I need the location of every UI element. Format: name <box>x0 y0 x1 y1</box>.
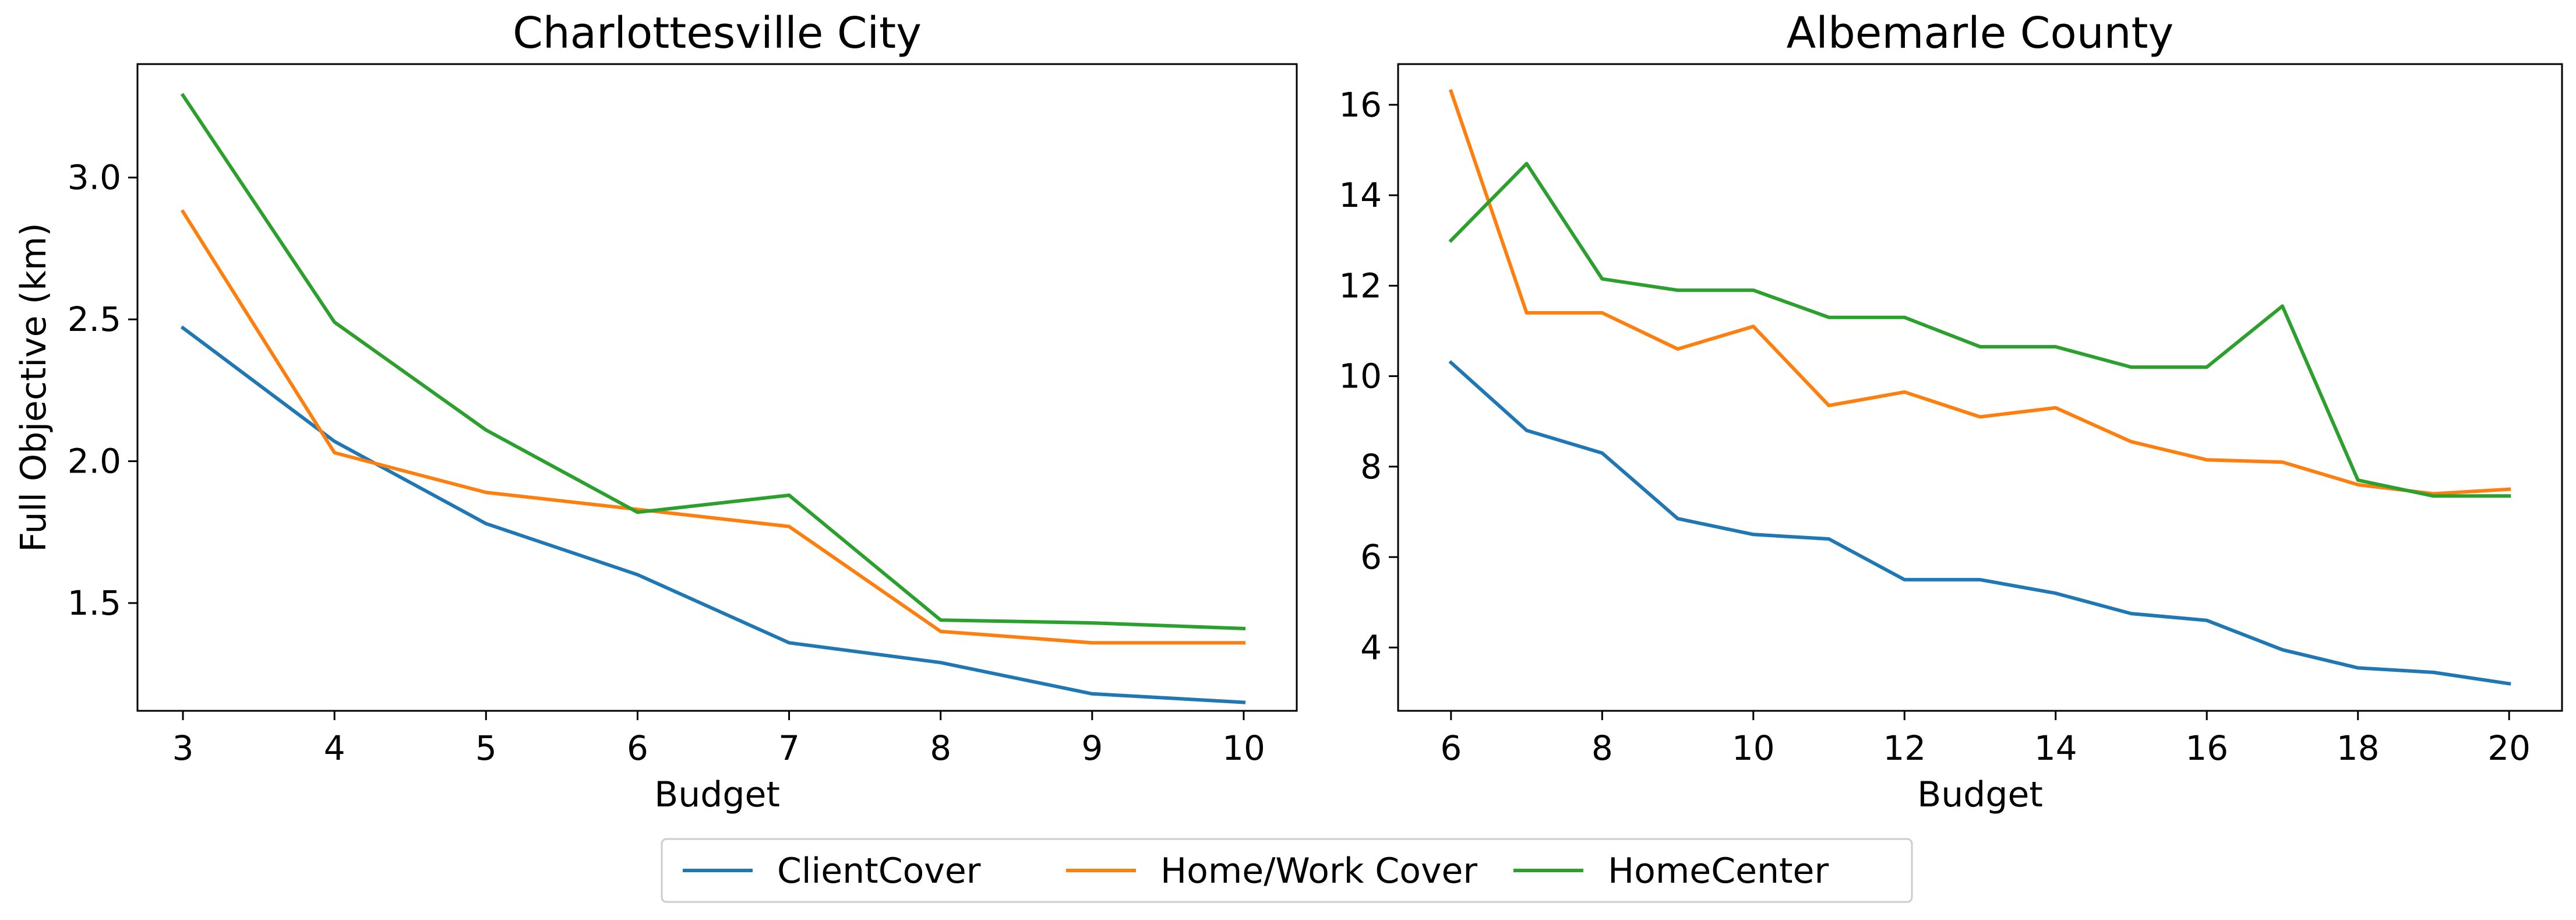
panel-2-x-tick-label: 10 <box>1732 728 1775 768</box>
panel-1-x-axis-label: Budget <box>654 774 780 815</box>
panel-2-series-homecenter <box>1448 161 2511 498</box>
panel-2-y-tick-label: 12 <box>1339 266 1382 305</box>
panel-2-x-tick-label: 6 <box>1440 728 1462 768</box>
panel-1-x-tick-label: 8 <box>930 728 951 768</box>
panel-2-x-tick-label: 18 <box>2337 728 2380 768</box>
panel-2-y-tick-label: 16 <box>1339 85 1382 125</box>
panel-2-axes-frame <box>1397 63 2563 712</box>
panel-1-x-tick-label: 10 <box>1222 728 1265 768</box>
panel-1-y-axis-label: Full Objective (km) <box>13 223 54 552</box>
panel-1-series-clientcover <box>180 325 1246 704</box>
panel-2-title: Albemarle County <box>1787 8 2174 58</box>
panel-2-y-tick-label: 14 <box>1339 175 1382 215</box>
legend-label-homecenter: HomeCenter <box>1608 851 1829 891</box>
panel-2-x-tick-label: 14 <box>2034 728 2077 768</box>
panel-2-y-tick-label: 8 <box>1360 447 1382 487</box>
panel-1-x-tick-label: 5 <box>475 728 497 768</box>
panel-1-title: Charlottesville City <box>513 8 922 58</box>
panel-2-series-clientcover <box>1448 360 2511 686</box>
panel-1-y-tick-label: 2.0 <box>68 442 121 481</box>
panel-1-y-tick-label: 2.5 <box>68 299 121 339</box>
panel-1-x-tick-label: 9 <box>1081 728 1103 768</box>
panel-2-series-home-work-cover <box>1448 89 2511 496</box>
panel-1-x-tick-label: 3 <box>172 728 194 768</box>
panel-2-y-tick-label: 4 <box>1360 628 1382 667</box>
panel-2-x-tick-label: 8 <box>1592 728 1613 768</box>
panel-2-y-tick-label: 10 <box>1339 357 1382 396</box>
legend-label-clientcover: ClientCover <box>777 851 981 891</box>
legend-label-home-work-cover: Home/Work Cover <box>1160 851 1477 891</box>
legend-box <box>661 838 1913 903</box>
panel-1-series-home-work-cover <box>180 209 1245 645</box>
panel-2-x-tick-label: 20 <box>2487 728 2531 768</box>
panel-1-x-tick-label: 6 <box>627 728 648 768</box>
panel-1-x-tick-label: 7 <box>778 728 800 768</box>
panel-2-x-axis-label: Budget <box>1917 774 2043 815</box>
panel-2-x-tick-label: 12 <box>1883 728 1926 768</box>
panel-1-series-homecenter <box>180 93 1246 630</box>
panel-1-axes-frame <box>136 63 1298 712</box>
panel-1-x-tick-label: 4 <box>324 728 345 768</box>
panel-2-y-tick-label: 6 <box>1360 537 1382 577</box>
panel-1-y-tick-label: 1.5 <box>68 583 121 623</box>
panel-1-y-tick-label: 3.0 <box>68 158 121 198</box>
panel-2-x-tick-label: 16 <box>2185 728 2228 768</box>
